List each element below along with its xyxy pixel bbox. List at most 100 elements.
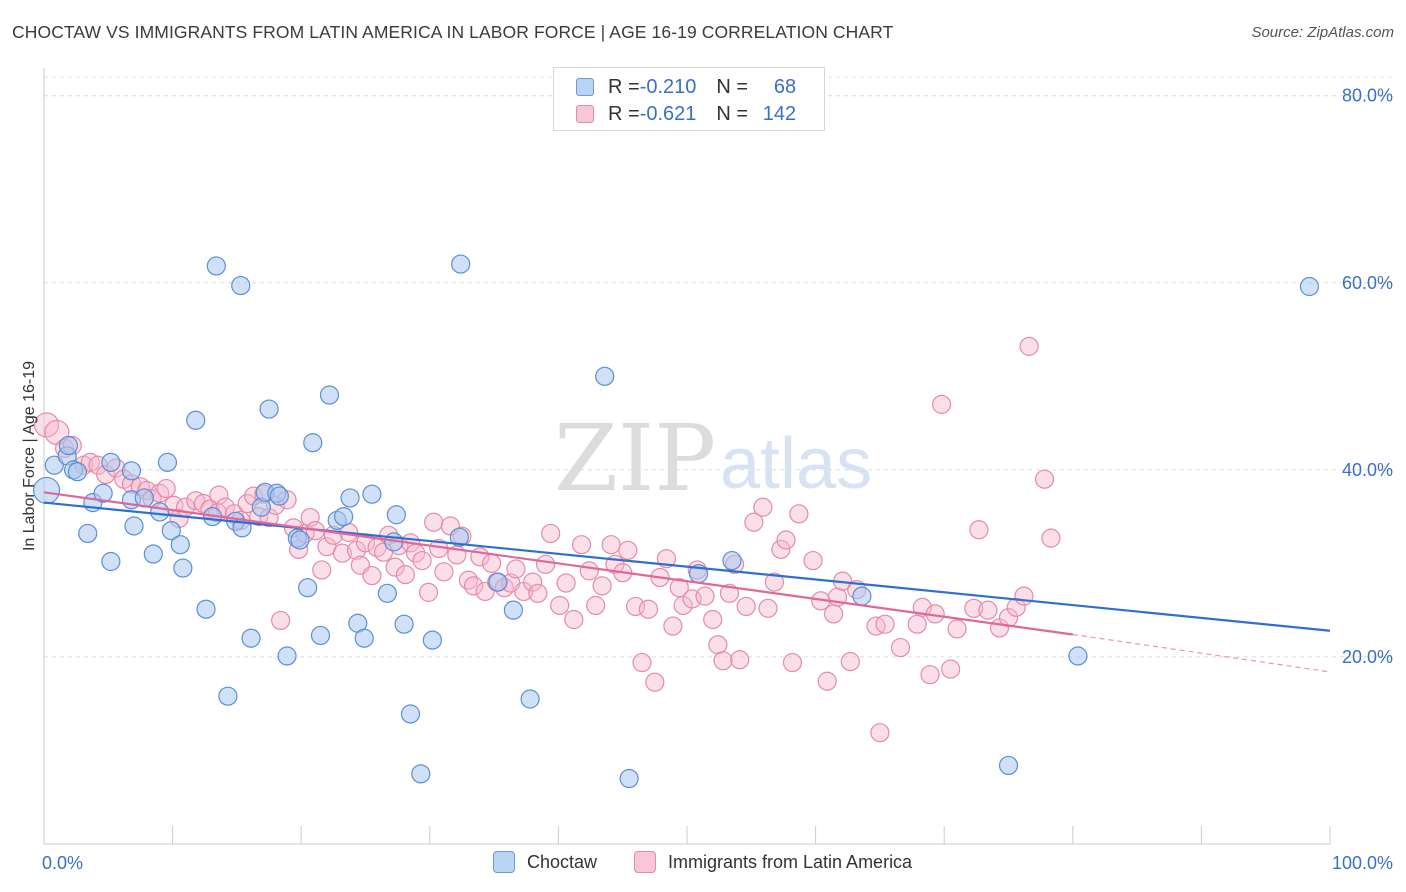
latin-america-swatch [634, 851, 656, 873]
legend-row-choctaw: R = -0.210 N = 68 [576, 74, 796, 100]
latin-america-point [571, 535, 592, 555]
series-legend: Choctaw Immigrants from Latin America [0, 851, 1406, 877]
legend-label-latin-america: Immigrants from Latin America [668, 851, 913, 872]
latin-america-point [601, 535, 621, 555]
choctaw-point [161, 521, 181, 541]
choctaw-point [101, 551, 121, 572]
choctaw-point [595, 366, 615, 386]
latin-america-point [312, 560, 332, 580]
x-tick-label: 100.0% [1332, 853, 1393, 873]
legend-row-latin-america: R = -0.621 N = 142 [576, 101, 796, 127]
latin-america-point [713, 651, 733, 671]
choctaw-point [1299, 276, 1320, 297]
legend-n-label: N = [716, 102, 749, 125]
latin-america-point [736, 596, 756, 617]
latin-america-trend-line [43, 491, 1073, 636]
latin-america-point [875, 614, 895, 634]
choctaw-point [722, 550, 742, 571]
choctaw-point [124, 516, 144, 536]
latin-america-point [758, 598, 778, 618]
latin-america-point [362, 565, 382, 586]
latin-america-point [528, 583, 548, 603]
choctaw-point [101, 452, 121, 472]
choctaw-point [852, 586, 872, 606]
trend-lines [43, 491, 1331, 673]
choctaw-point [93, 483, 113, 503]
latin-america-point [556, 573, 576, 593]
choctaw-point [520, 689, 540, 709]
legend-r-value: -0.210 [639, 75, 697, 98]
choctaw-point [422, 630, 442, 650]
latin-america-point [412, 550, 432, 571]
choctaw-point [259, 399, 279, 419]
latin-america-point [932, 394, 952, 414]
latin-america-point [33, 412, 60, 438]
latin-america-point [541, 523, 561, 544]
x-tick-label: 0.0% [42, 853, 83, 873]
latin-america-point [663, 616, 683, 636]
latin-america-point [579, 561, 599, 581]
watermark: ZIP atlas [554, 405, 872, 512]
choctaw-point [319, 385, 340, 405]
latin-america-point [481, 553, 502, 573]
latin-america-point [186, 491, 206, 511]
latin-america-point [964, 598, 984, 618]
choctaw-point [310, 625, 331, 646]
latin-america-point [632, 652, 652, 673]
latin-america-point [776, 530, 796, 550]
choctaw-point [298, 578, 318, 598]
latin-america-point [782, 652, 803, 673]
watermark-zip: ZIP [554, 405, 716, 512]
choctaw-point [1068, 646, 1088, 666]
choctaw-point [377, 583, 397, 603]
choctaw-point [121, 461, 142, 481]
source-label: Source: ZipAtlas.com [1251, 24, 1394, 41]
choctaw-swatch [576, 78, 594, 96]
latin-america-point [586, 595, 606, 616]
latin-america-point [80, 452, 100, 472]
choctaw-point [411, 764, 431, 784]
legend-r-label: R = [608, 102, 640, 125]
y-tick-label: 20.0% [1342, 647, 1393, 667]
latin-america-point [708, 635, 728, 655]
latin-america-point [771, 539, 791, 559]
choctaw-point [269, 486, 289, 506]
latin-america-point [941, 659, 961, 679]
latin-america-point [434, 562, 454, 582]
latin-america-point [592, 576, 612, 596]
latin-america-swatch [576, 105, 594, 123]
choctaw-point [619, 768, 639, 789]
choctaw-point [354, 628, 374, 648]
series-latin-america [33, 336, 1061, 743]
latin-america-point [719, 583, 740, 603]
legend-r-value: -0.621 [639, 102, 697, 125]
chart-title: CHOCTAW VS IMMIGRANTS FROM LATIN AMERICA… [12, 22, 894, 42]
latin-america-point [817, 671, 837, 691]
latin-america-point [703, 609, 723, 630]
latin-america-point [535, 554, 556, 574]
latin-america-point [753, 497, 773, 517]
latin-america-point [618, 540, 638, 560]
y-tick-label: 60.0% [1342, 273, 1393, 293]
choctaw-point [150, 502, 170, 522]
latin-america-point [890, 637, 911, 658]
latin-america-point [395, 565, 415, 585]
legend-item-latin-america: Immigrants from Latin America [634, 851, 912, 873]
latin-america-point [824, 604, 844, 624]
latin-america-point [564, 609, 584, 630]
legend-item-choctaw: Choctaw [493, 851, 597, 873]
legend-n-label: N = [716, 75, 749, 98]
latin-america-point [645, 672, 665, 692]
choctaw-point [340, 488, 360, 508]
choctaw-point [173, 558, 193, 578]
tick-labels: 20.0% 40.0% 60.0% 80.0% 0.0% 100.0% [42, 86, 1393, 873]
latin-america-point [463, 576, 484, 596]
latin-america-point [458, 570, 478, 590]
latin-america-point [789, 504, 809, 524]
choctaw-point [488, 572, 508, 592]
latin-america-point [870, 723, 890, 743]
choctaw-point [67, 462, 88, 482]
choctaw-point [218, 686, 238, 706]
latin-america-point [920, 665, 940, 685]
